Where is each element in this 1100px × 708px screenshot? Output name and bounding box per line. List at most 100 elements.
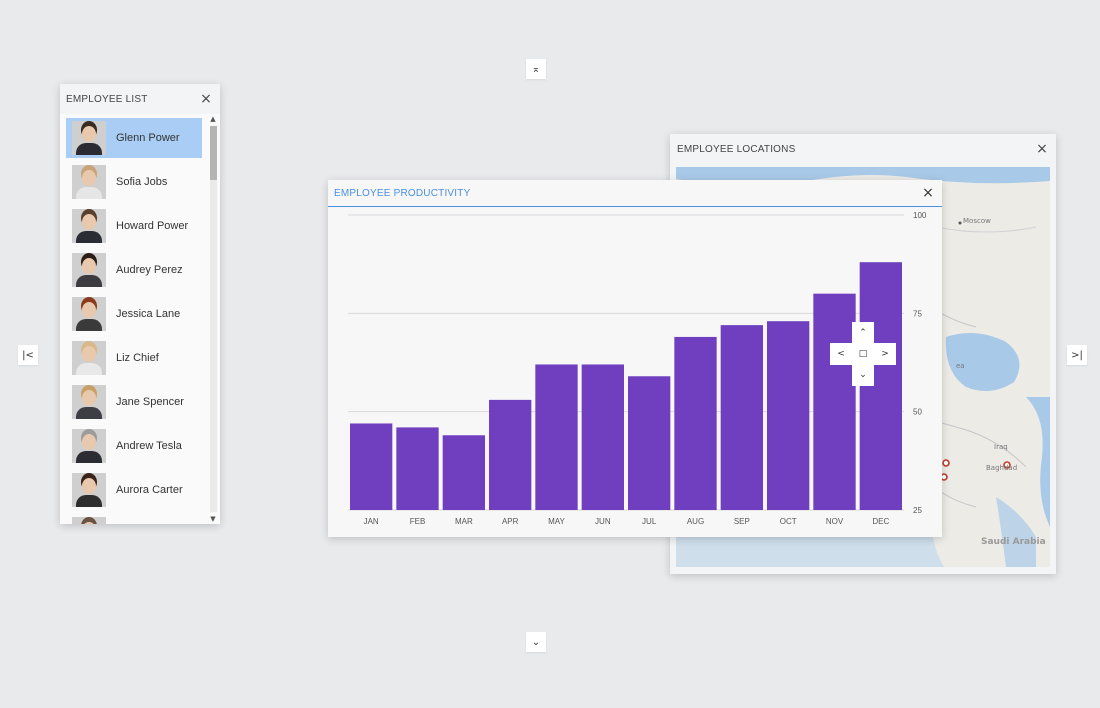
list-item[interactable]: Glenn Power <box>66 118 202 158</box>
avatar <box>72 385 106 419</box>
employee-locations-title: EMPLOYEE LOCATIONS <box>677 143 796 155</box>
map-marker[interactable] <box>942 459 950 467</box>
bar-oct <box>767 321 810 510</box>
list-item[interactable]: Audrey Perez <box>66 250 202 290</box>
x-tick-label: NOV <box>826 517 844 526</box>
dock-bottom-button[interactable]: ⌄ <box>526 632 546 652</box>
scroll-track[interactable] <box>210 126 217 512</box>
employee-name: Jessica Lane <box>116 308 181 320</box>
employee-name: Sofia Jobs <box>116 176 168 188</box>
map-marker[interactable] <box>1003 461 1011 469</box>
employee-locations-header[interactable]: EMPLOYEE LOCATIONS × <box>670 134 1056 164</box>
dock-up-icon[interactable]: ⌃ <box>852 322 874 344</box>
avatar-head <box>82 434 96 450</box>
employee-productivity-title: EMPLOYEE PRODUCTIVITY <box>334 187 471 199</box>
avatar-head <box>82 346 96 362</box>
employee-productivity-header[interactable]: EMPLOYEE PRODUCTIVITY × <box>328 180 942 207</box>
scroll-thumb[interactable] <box>210 126 217 180</box>
list-item[interactable]: Aurora Carter <box>66 470 202 510</box>
map-label-saudi-arabia: Saudi Arabia <box>981 537 1046 547</box>
close-icon[interactable]: × <box>200 91 212 107</box>
avatar-head <box>82 126 96 142</box>
employee-name: Jane Spencer <box>116 396 184 408</box>
avatar-head <box>82 478 96 494</box>
dock-right-button[interactable]: >| <box>1067 345 1087 365</box>
avatar-body <box>76 143 102 155</box>
avatar-head <box>82 258 96 274</box>
y-tick-label: 50 <box>913 408 922 417</box>
x-tick-label: JAN <box>364 517 379 526</box>
x-tick-label: JUL <box>642 517 657 526</box>
avatar-head <box>82 522 96 524</box>
employee-list-title: EMPLOYEE LIST <box>66 93 148 105</box>
bar-apr <box>489 399 532 510</box>
list-item[interactable]: Sofia Jobs <box>66 162 202 202</box>
avatar-head <box>82 170 96 186</box>
x-tick-label: MAR <box>455 517 473 526</box>
avatar <box>72 165 106 199</box>
dock-left-button[interactable]: |< <box>18 345 38 365</box>
employee-name: Aurora Carter <box>116 484 183 496</box>
avatar-body <box>76 275 102 287</box>
avatar <box>72 341 106 375</box>
productivity-chart: 25 50 75 100 JAN FEB MAR APR MAY JUN JUL AUG SEP OCT N… <box>348 211 927 526</box>
avatar <box>72 297 106 331</box>
scroll-up-icon[interactable]: ▲ <box>210 115 216 123</box>
x-tick-label: SEP <box>734 517 750 526</box>
close-icon[interactable]: × <box>922 185 934 201</box>
dock-top-button[interactable]: ⌅ <box>526 59 546 79</box>
scroll-down-icon[interactable]: ▼ <box>210 515 216 523</box>
employee-name: Audrey Perez <box>116 264 183 276</box>
list-item[interactable] <box>66 514 202 524</box>
avatar-body <box>76 407 102 419</box>
employee-name: Howard Power <box>116 220 189 232</box>
map-water-gulf <box>1026 397 1050 527</box>
map-city-dot <box>958 221 962 225</box>
map-water-river <box>996 497 1036 567</box>
avatar <box>72 429 106 463</box>
bar-jun <box>581 364 624 510</box>
avatar-body <box>76 495 102 507</box>
employee-productivity-window: EMPLOYEE PRODUCTIVITY × 25 50 75 100 JAN FEB M… <box>328 180 942 537</box>
dock-right-icon[interactable]: > <box>874 343 896 365</box>
avatar-head <box>82 390 96 406</box>
x-tick-label: JUN <box>595 517 611 526</box>
map-water-caspian <box>945 333 1020 391</box>
map-label-iraq: Iraq <box>994 443 1008 451</box>
dock-down-icon[interactable]: ⌄ <box>852 364 874 386</box>
employee-list-window: EMPLOYEE LIST × Aurora Carter Andrew Tesl… <box>60 84 220 524</box>
avatar <box>72 121 106 155</box>
employee-list[interactable]: Aurora Carter Andrew Tesla Jane Spencer Liz… <box>60 114 220 524</box>
employee-name: Glenn Power <box>116 132 180 144</box>
avatar-body <box>76 363 102 375</box>
list-item[interactable]: Andrew Tesla <box>66 426 202 466</box>
avatar-body <box>76 319 102 331</box>
x-tick-label: DEC <box>872 517 889 526</box>
avatar-head <box>82 302 96 318</box>
bar-nov <box>813 293 856 510</box>
list-item[interactable]: Liz Chief <box>66 338 202 378</box>
employee-list-header[interactable]: EMPLOYEE LIST × <box>60 84 220 114</box>
map-label-moscow: Moscow <box>963 217 991 225</box>
avatar-body <box>76 187 102 199</box>
avatar <box>72 473 106 507</box>
map-label-baghdad: Baghdad <box>986 464 1018 472</box>
close-icon[interactable]: × <box>1036 141 1048 157</box>
x-tick-label: MAY <box>548 517 565 526</box>
bar-jul <box>628 376 671 510</box>
avatar <box>72 209 106 243</box>
map-label-sea: ea <box>956 362 965 370</box>
dock-left-icon[interactable]: < <box>830 343 852 365</box>
list-item[interactable]: Howard Power <box>66 206 202 246</box>
avatar <box>72 517 106 524</box>
bar-dec <box>859 262 902 510</box>
dock-center-icon[interactable]: □ <box>852 343 874 365</box>
avatar-head <box>82 214 96 230</box>
bar-mar <box>442 435 485 510</box>
y-tick-label: 100 <box>913 211 927 220</box>
x-tick-label: OCT <box>780 517 797 526</box>
scrollbar[interactable]: ▲ ▼ <box>208 114 218 524</box>
list-item[interactable]: Jessica Lane <box>66 294 202 334</box>
list-item[interactable]: Jane Spencer <box>66 382 202 422</box>
x-tick-label: AUG <box>687 517 704 526</box>
